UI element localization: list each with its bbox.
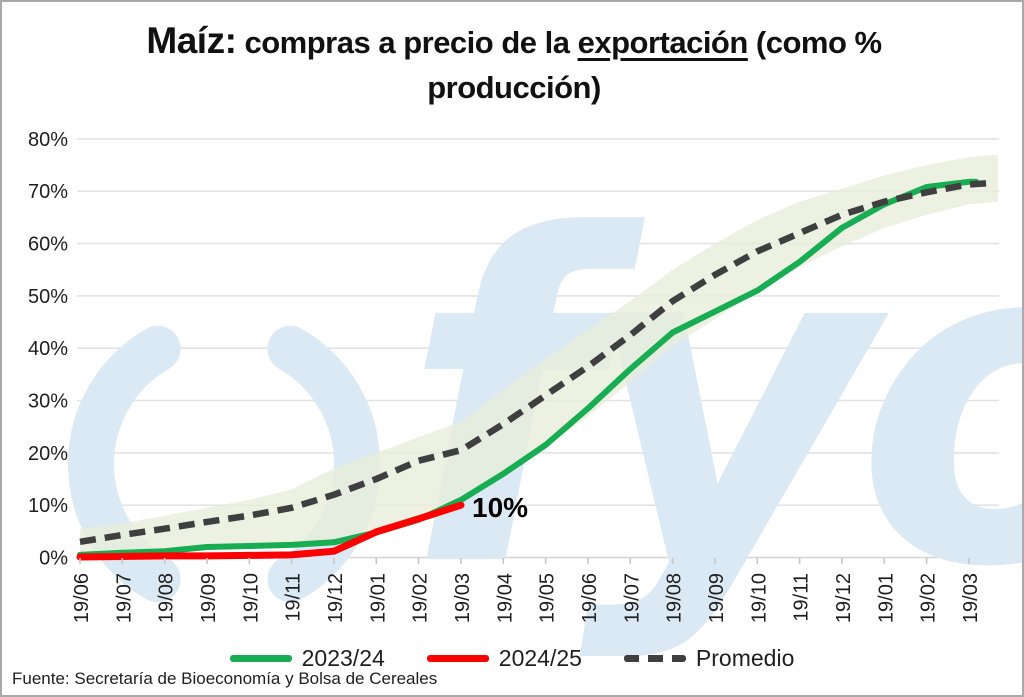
svg-text:40%: 40% bbox=[28, 338, 68, 360]
legend-line-green bbox=[229, 655, 292, 662]
svg-text:19/07: 19/07 bbox=[621, 573, 643, 623]
svg-text:20%: 20% bbox=[28, 443, 68, 465]
title-keyword: Maíz: bbox=[146, 20, 237, 61]
series-promedio bbox=[79, 179, 996, 546]
svg-text:19/08: 19/08 bbox=[156, 573, 178, 623]
legend: 2023/24 2024/25 Promedio bbox=[2, 645, 1022, 672]
svg-text:19/12: 19/12 bbox=[325, 573, 347, 623]
svg-text:19/01: 19/01 bbox=[367, 573, 389, 623]
svg-text:19/10: 19/10 bbox=[240, 573, 262, 623]
legend-label: 2024/25 bbox=[498, 645, 582, 671]
legend-line-dashed bbox=[623, 655, 686, 662]
source-note: Fuente: Secretaría de Bioeconomía y Bols… bbox=[12, 669, 438, 688]
svg-text:10%: 10% bbox=[28, 495, 68, 517]
svg-text:0%: 0% bbox=[39, 548, 68, 570]
series-2024-25 bbox=[76, 501, 465, 561]
title-text: compras a precio de la bbox=[236, 25, 578, 60]
svg-text:19/09: 19/09 bbox=[706, 573, 728, 623]
svg-text:50%: 50% bbox=[28, 286, 68, 308]
svg-text:19/07: 19/07 bbox=[113, 573, 135, 623]
svg-text:30%: 30% bbox=[28, 391, 68, 413]
annotation-10pct: 10% bbox=[472, 492, 528, 523]
svg-text:60%: 60% bbox=[28, 234, 68, 256]
chart-title: Maíz: compras a precio de la exportación… bbox=[94, 18, 934, 110]
series-2023-24 bbox=[77, 178, 979, 558]
svg-text:19/11: 19/11 bbox=[791, 573, 813, 622]
svg-text:19/10: 19/10 bbox=[748, 573, 770, 623]
svg-text:19/01: 19/01 bbox=[875, 573, 897, 623]
svg-text:19/05: 19/05 bbox=[537, 573, 559, 623]
svg-text:19/03: 19/03 bbox=[960, 573, 982, 623]
legend-line-red bbox=[426, 655, 489, 662]
svg-text:19/06: 19/06 bbox=[71, 573, 93, 623]
svg-text:19/06: 19/06 bbox=[579, 573, 601, 623]
svg-text:19/12: 19/12 bbox=[833, 573, 855, 623]
legend-label: Promedio bbox=[695, 645, 795, 671]
svg-text:19/11: 19/11 bbox=[283, 573, 305, 622]
fyo-watermark: fyo bbox=[68, 142, 1022, 666]
svg-text:19/08: 19/08 bbox=[664, 573, 686, 623]
legend-item-promedio: Promedio bbox=[623, 645, 795, 672]
svg-text:80%: 80% bbox=[28, 129, 68, 151]
svg-text:19/03: 19/03 bbox=[452, 573, 474, 623]
legend-item-2023-24: 2023/24 bbox=[229, 645, 385, 672]
svg-text:19/02: 19/02 bbox=[918, 573, 940, 623]
band-min-max bbox=[80, 154, 998, 555]
svg-text:19/02: 19/02 bbox=[410, 573, 432, 623]
svg-text:19/04: 19/04 bbox=[494, 573, 516, 623]
legend-label: 2023/24 bbox=[301, 645, 385, 671]
title-suffix: (como % producción) bbox=[427, 25, 882, 105]
svg-text:19/09: 19/09 bbox=[198, 573, 220, 623]
legend-item-2024-25: 2024/25 bbox=[426, 645, 582, 672]
svg-text:70%: 70% bbox=[28, 181, 68, 203]
title-underlined-word: exportación bbox=[577, 25, 749, 60]
